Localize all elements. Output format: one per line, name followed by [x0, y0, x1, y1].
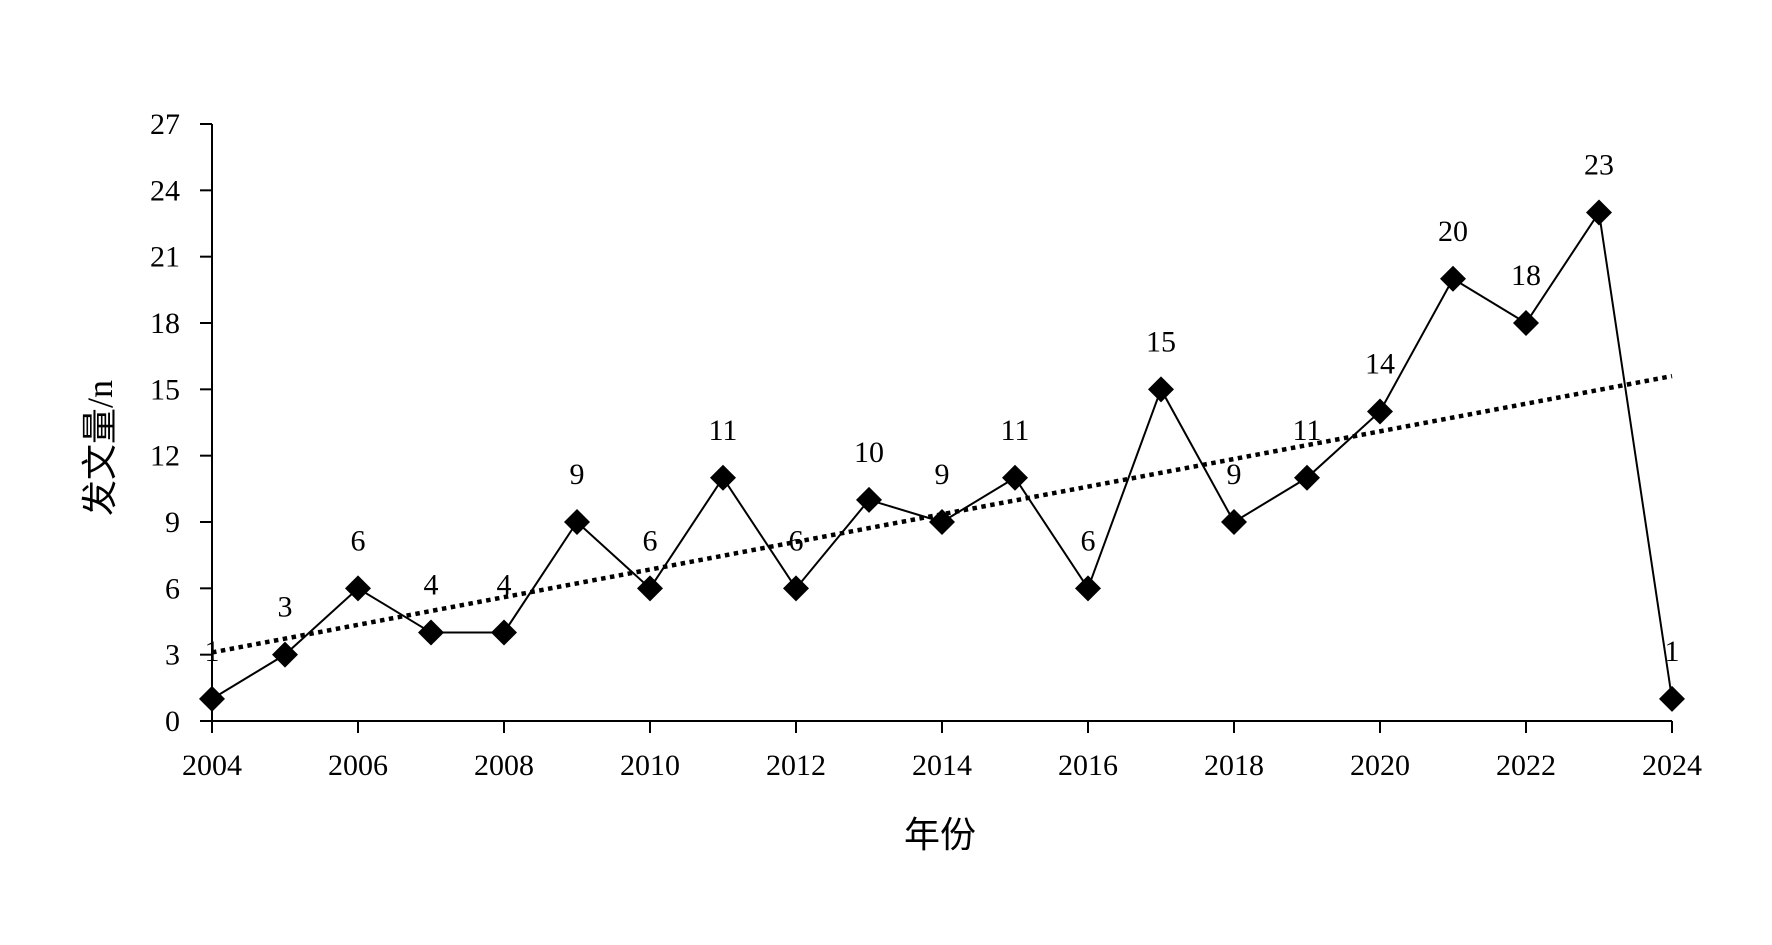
y-tick-label: 12 — [150, 440, 180, 473]
data-label: 6 — [351, 524, 366, 557]
data-label: 1 — [205, 635, 220, 668]
x-tick-label: 2016 — [1058, 749, 1118, 782]
y-tick-label: 0 — [165, 705, 180, 738]
y-axis-title: 发文量/n — [80, 380, 120, 516]
y-axis: 0 3 6 9 12 15 18 21 24 27 — [150, 108, 213, 738]
data-point-marker — [418, 619, 444, 646]
data-point-marker — [199, 685, 225, 712]
x-tick-label: 2008 — [474, 749, 534, 782]
data-point-marker — [1148, 376, 1174, 403]
data-label: 11 — [1293, 414, 1322, 447]
data-point-marker — [1513, 310, 1539, 336]
y-tick-label: 18 — [150, 307, 180, 340]
data-label: 1 — [1665, 635, 1680, 668]
data-label: 4 — [497, 569, 512, 602]
data-label: 6 — [643, 524, 658, 557]
data-point-marker — [1221, 509, 1247, 535]
data-point-marker — [272, 641, 298, 668]
data-label: 11 — [709, 414, 738, 447]
data-label: 9 — [570, 458, 585, 491]
data-point-marker — [1440, 265, 1466, 292]
x-tick-label: 2022 — [1496, 749, 1556, 782]
data-label: 9 — [1227, 458, 1242, 491]
data-label: 23 — [1584, 148, 1614, 181]
data-point-marker — [1586, 199, 1612, 226]
data-point-marker — [710, 464, 736, 491]
y-tick-label: 21 — [150, 241, 180, 274]
data-point-marker — [1002, 464, 1028, 491]
x-axis: 2004 2006 2008 2010 2012 2014 2016 2018 2020 2022… — [182, 720, 1702, 782]
y-tick-label: 9 — [165, 506, 180, 539]
data-point-marker — [345, 575, 371, 602]
y-tick-label: 6 — [165, 572, 180, 605]
data-point-marker — [1659, 685, 1685, 712]
x-tick-label: 2006 — [328, 749, 388, 782]
data-label: 15 — [1146, 325, 1176, 358]
x-tick-label: 2020 — [1350, 749, 1410, 782]
data-label: 9 — [935, 458, 950, 491]
x-tick-label: 2004 — [182, 749, 242, 782]
data-label: 20 — [1438, 215, 1468, 248]
y-tick-label: 27 — [150, 108, 180, 141]
data-point-marker — [783, 575, 809, 602]
x-tick-label: 2010 — [620, 749, 680, 782]
data-point-marker — [1294, 464, 1320, 491]
x-tick-label: 2014 — [912, 749, 972, 782]
y-tick-label: 3 — [165, 639, 180, 672]
data-label: 14 — [1365, 347, 1395, 380]
data-point-marker — [564, 509, 590, 535]
data-point-marker — [929, 509, 955, 535]
data-label: 10 — [854, 436, 884, 469]
data-label: 6 — [1081, 524, 1096, 557]
data-point-marker — [856, 486, 882, 513]
data-point-marker — [1367, 398, 1393, 425]
x-tick-label: 2018 — [1204, 749, 1264, 782]
x-tick-label: 2012 — [766, 749, 826, 782]
data-label: 4 — [424, 569, 439, 602]
x-tick-label: 2024 — [1642, 749, 1702, 782]
data-point-marker — [1075, 575, 1101, 602]
data-label: 18 — [1511, 259, 1541, 292]
data-labels: 1 3 6 4 4 9 6 11 6 10 9 11 6 15 9 11 14 20 18 23 1 — [205, 148, 1680, 667]
data-label: 11 — [1001, 414, 1030, 447]
y-tick-label: 15 — [150, 373, 180, 406]
data-point-marker — [491, 619, 517, 646]
data-point-marker — [637, 575, 663, 602]
y-tick-label: 24 — [150, 174, 180, 207]
x-axis-title: 年份 — [904, 815, 976, 855]
series-markers — [199, 199, 1685, 712]
data-label: 6 — [789, 524, 804, 557]
data-label: 3 — [278, 591, 293, 624]
